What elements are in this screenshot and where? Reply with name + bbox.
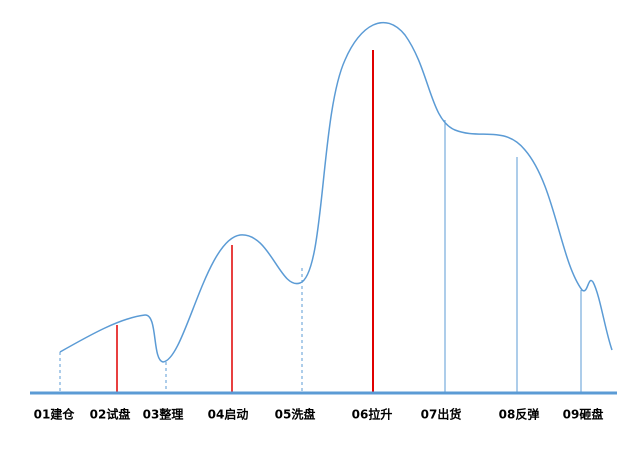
price-curve bbox=[59, 22, 613, 363]
stage-label: 06拉升 bbox=[352, 407, 393, 422]
stage-label: 05洗盘 bbox=[275, 407, 316, 422]
stage-lines bbox=[59, 50, 582, 393]
stage-label: 09砸盘 bbox=[563, 407, 604, 422]
stage-label: 08反弹 bbox=[499, 407, 540, 422]
stage-label: 02试盘 bbox=[90, 407, 131, 422]
stage-labels: 01建仓 02试盘 03整理 04启动 05洗盘 06拉升 07出货 08反弹 09砸盘 bbox=[34, 407, 604, 422]
stage-label: 03整理 bbox=[143, 407, 184, 422]
stage-label: 01建仓 bbox=[34, 407, 76, 422]
stage-label: 04启动 bbox=[208, 407, 249, 422]
stage-label: 07出货 bbox=[421, 407, 462, 422]
